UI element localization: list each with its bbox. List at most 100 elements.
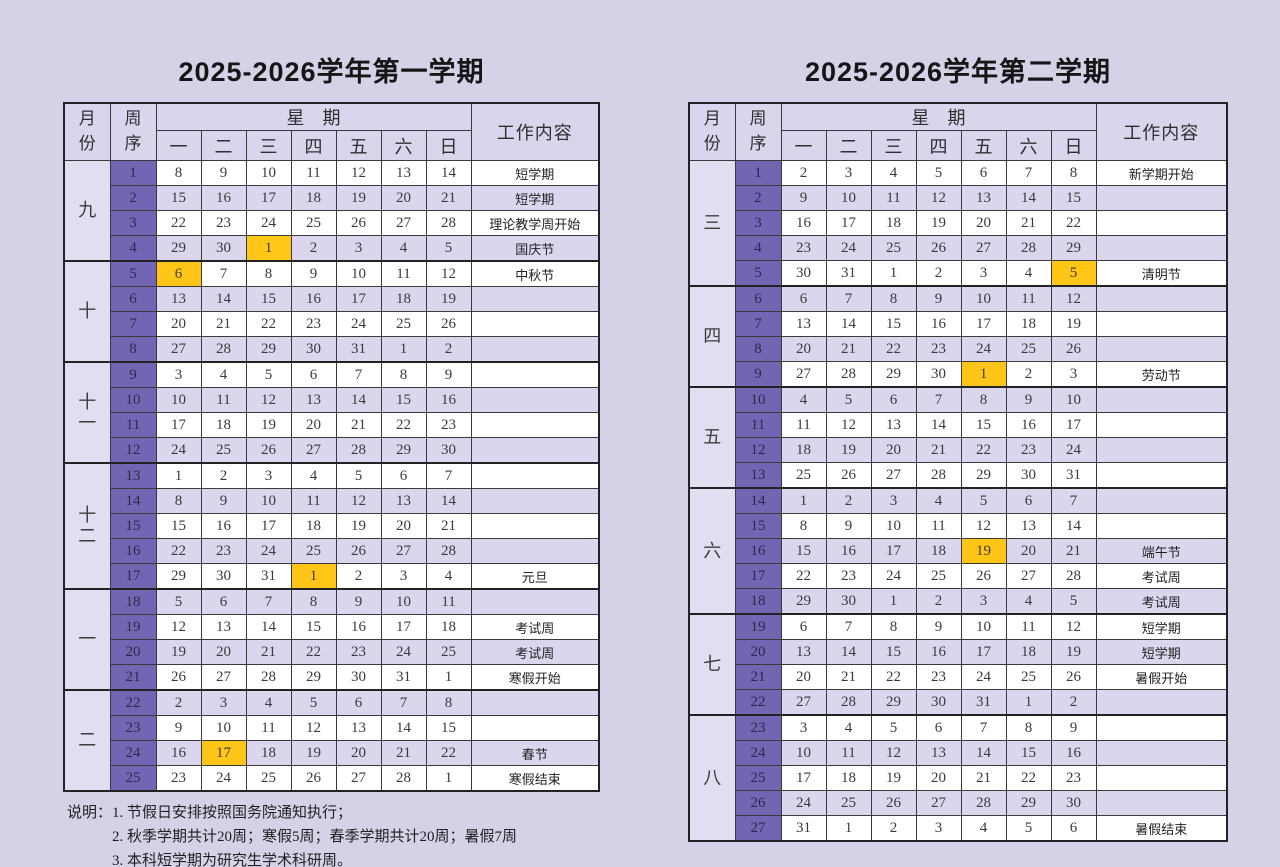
day-cell: 6: [335, 689, 382, 716]
day-cell: 14: [825, 639, 872, 665]
day-cell: 17: [245, 185, 292, 211]
day-cell: 19: [870, 765, 917, 791]
day-cell: 24: [380, 639, 427, 665]
day-cell: 13: [780, 639, 827, 665]
calendar-week-row: 4 23 24 25 26 27 28 29: [689, 235, 1228, 261]
day-cell: 17: [335, 286, 382, 312]
day-cell: 15: [1005, 740, 1052, 766]
day-cell: 18: [1005, 311, 1052, 337]
calendar-week-row: 20 19 20 21 22 23 24 25 考试周: [64, 639, 600, 665]
work-content-cell: 中秋节: [470, 260, 600, 287]
calendar-week-row: 3 22 23 24 25 26 27 28 理论教学周开始: [64, 210, 600, 236]
day-cell: 29: [1050, 235, 1097, 261]
weekday-header-cell: 四: [915, 130, 962, 161]
day-cell: 2: [155, 689, 202, 716]
day-cell: 21: [425, 513, 472, 539]
day-cell: 19: [915, 210, 962, 236]
day-cell: 17: [960, 311, 1007, 337]
day-cell: 23: [335, 639, 382, 665]
day-cell: 24: [870, 563, 917, 589]
weekday-header-cell: 四: [290, 130, 337, 161]
calendar-week-row: 21 20 21 22 23 24 25 26 暑假开始: [689, 664, 1228, 690]
day-cell: 3: [960, 588, 1007, 615]
month-cell: 二: [63, 689, 111, 792]
week-number-cell: 13: [109, 462, 157, 489]
day-cell: 26: [335, 210, 382, 236]
week-number-cell: 3: [109, 210, 157, 236]
day-cell: 22: [780, 563, 827, 589]
calendar-week-row: 八 23 3 4 5 6 7 8 9: [688, 714, 1228, 842]
work-content-cell: [470, 336, 600, 363]
calendar-week-row: 23 9 10 11 12 13 14 15: [64, 715, 600, 741]
day-cell: 7: [1005, 160, 1052, 186]
semester-2-calendar: 月份周序星 期工作内容一二三四五六日三 1 2 3 4 5 6 7 8 新学期开始 2 9 10 11 12…: [688, 102, 1228, 842]
week-number-cell: 1: [734, 160, 782, 186]
day-cell: 26: [960, 563, 1007, 589]
day-cell: 24: [200, 765, 247, 792]
day-cell: 19: [290, 740, 337, 766]
month-cell: 三: [688, 160, 736, 287]
day-cell: 15: [780, 538, 827, 564]
calendar-week-row: 25 17 18 19 20 21 22 23: [689, 765, 1228, 791]
day-cell: 9: [425, 361, 472, 388]
day-cell: 16: [825, 538, 872, 564]
day-cell: 6: [960, 160, 1007, 186]
week-number-cell: 12: [734, 437, 782, 463]
day-cell: 28: [380, 765, 427, 792]
weekday-header-cell: 一: [155, 130, 202, 161]
calendar-week-row: 17 29 30 31 1 2 3 4 元旦: [64, 563, 600, 590]
work-content-cell: [470, 462, 600, 489]
day-cell: 23: [825, 563, 872, 589]
day-cell: 25: [290, 210, 337, 236]
day-cell: 28: [425, 538, 472, 564]
day-cell: 28: [915, 462, 962, 489]
day-cell: 8: [380, 361, 427, 388]
day-cell: 8: [960, 386, 1007, 413]
day-cell: 28: [960, 790, 1007, 816]
day-cell: 4: [1005, 588, 1052, 615]
work-content-cell: [1095, 386, 1228, 413]
work-content-cell: [1095, 185, 1228, 211]
holiday-day-cell: 5: [1050, 260, 1097, 287]
month-cell: 四: [688, 285, 736, 388]
day-cell: 13: [915, 740, 962, 766]
day-cell: 25: [780, 462, 827, 489]
day-cell: 13: [155, 286, 202, 312]
day-cell: 16: [155, 740, 202, 766]
day-cell: 26: [245, 437, 292, 464]
day-cell: 29: [870, 689, 917, 716]
work-content-cell: [470, 715, 600, 741]
work-content-cell: [1095, 311, 1228, 337]
work-content-cell: [1095, 336, 1228, 362]
calendar-week-row: 三 1 2 3 4 5 6 7 8 新学期开始: [688, 160, 1228, 287]
day-cell: 21: [335, 412, 382, 438]
day-cell: 22: [155, 210, 202, 236]
day-cell: 13: [960, 185, 1007, 211]
day-cell: 31: [960, 689, 1007, 716]
day-cell: 21: [825, 336, 872, 362]
day-cell: 11: [290, 160, 337, 186]
work-content-cell: 端午节: [1095, 538, 1228, 564]
week-number-cell: 8: [109, 336, 157, 363]
week-number-cell: 19: [109, 614, 157, 640]
day-cell: 7: [825, 285, 872, 312]
calendar-week-row: 17 22 23 24 25 26 27 28 考试周: [689, 563, 1228, 589]
day-cell: 3: [335, 235, 382, 262]
week-number-cell: 21: [109, 664, 157, 691]
week-number-cell: 2: [734, 185, 782, 211]
day-cell: 29: [290, 664, 337, 691]
week-number-cell: 17: [734, 563, 782, 589]
day-cell: 19: [825, 437, 872, 463]
day-cell: 1: [780, 487, 827, 514]
work-content-cell: [1095, 412, 1228, 438]
day-cell: 7: [825, 613, 872, 640]
day-cell: 15: [155, 513, 202, 539]
day-cell: 21: [960, 765, 1007, 791]
work-content-cell: 新学期开始: [1095, 160, 1228, 186]
day-cell: 22: [960, 437, 1007, 463]
calendar-week-row: 27 31 1 2 3 4 5 6 暑假结束: [689, 815, 1228, 842]
day-cell: 30: [335, 664, 382, 691]
day-cell: 15: [1050, 185, 1097, 211]
day-cell: 2: [290, 235, 337, 262]
day-cell: 25: [1005, 664, 1052, 690]
